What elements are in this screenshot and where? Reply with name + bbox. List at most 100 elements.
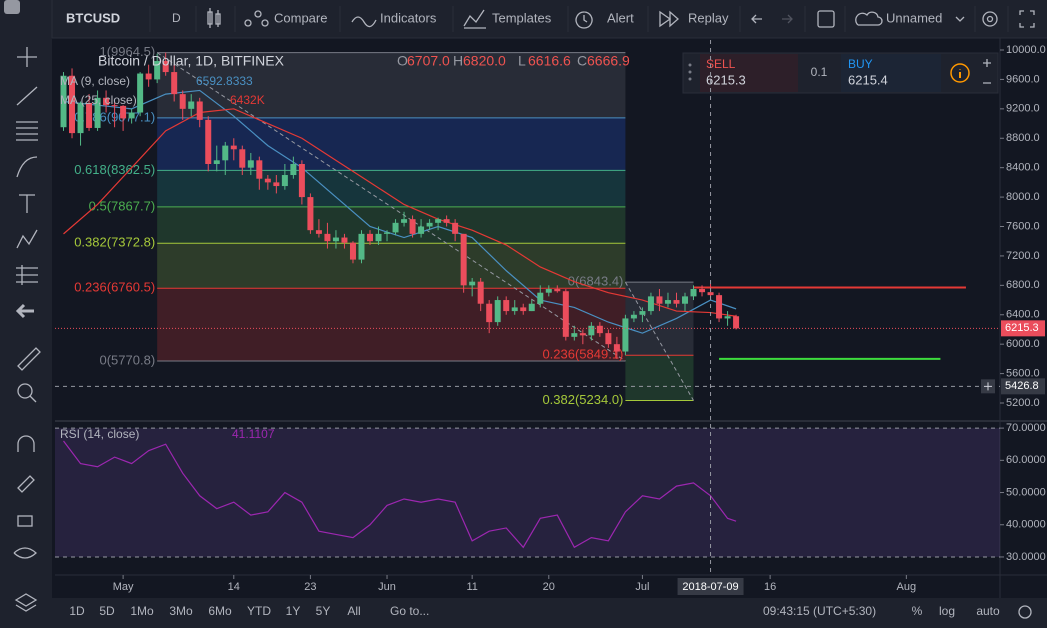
- maximize-icon[interactable]: [1019, 10, 1035, 28]
- candle-body: [690, 289, 697, 297]
- drag-handle[interactable]: [688, 63, 692, 81]
- y-tick-label: 8400.0: [1006, 162, 1040, 174]
- chart-style-icon[interactable]: [207, 8, 221, 28]
- trendline-tool[interactable]: [16, 86, 38, 106]
- rsi-band: [55, 428, 1000, 557]
- candle-body: [332, 237, 339, 242]
- magnet-tool[interactable]: [17, 435, 35, 452]
- candle-body: [77, 102, 84, 134]
- ohlc-value: 6707.0: [407, 53, 450, 69]
- scale-option[interactable]: auto: [976, 604, 1000, 618]
- toolbar-button[interactable]: Compare: [274, 10, 327, 25]
- study-name[interactable]: MA (25, close): [60, 93, 137, 107]
- toolbar-button[interactable]: Replay: [688, 10, 729, 25]
- undo-icon[interactable]: [751, 14, 762, 24]
- fib-tool[interactable]: [16, 121, 38, 141]
- pattern-tool[interactable]: [16, 229, 38, 249]
- quantity[interactable]: 0.1: [811, 65, 828, 79]
- buy-button[interactable]: [841, 54, 941, 92]
- candle-body: [469, 281, 476, 286]
- range-button[interactable]: YTD: [247, 604, 271, 618]
- sell-button[interactable]: [700, 54, 798, 92]
- zoom-tool[interactable]: [17, 383, 33, 399]
- candle-body: [375, 233, 382, 242]
- back-tool[interactable]: [15, 303, 34, 319]
- lock-tool[interactable]: [17, 515, 33, 527]
- sell-label: SELL: [706, 57, 736, 71]
- toolbar-button[interactable]: Indicators: [380, 10, 437, 25]
- info-icon[interactable]: [950, 63, 970, 83]
- bottom-toolbar: [0, 598, 1047, 628]
- candle-body: [222, 145, 229, 161]
- brush-tool[interactable]: [16, 156, 38, 178]
- alert-icon[interactable]: [575, 11, 593, 29]
- candle-body: [460, 233, 467, 286]
- bottom-settings[interactable]: [1018, 605, 1032, 619]
- quantity-stepper[interactable]: [983, 59, 991, 84]
- indicators-icon[interactable]: [351, 16, 377, 28]
- prediction-tool[interactable]: [16, 265, 38, 285]
- candle-body: [290, 163, 297, 176]
- candle-body: [137, 73, 144, 113]
- range-button[interactable]: All: [347, 604, 360, 618]
- layout-dropdown[interactable]: [955, 16, 965, 22]
- x-tick-label: Jun: [378, 581, 396, 593]
- y-tick-label: 8800.0: [1006, 132, 1040, 144]
- range-button[interactable]: 5Y: [316, 604, 331, 618]
- layers-tool[interactable]: [14, 593, 38, 612]
- fib-trend: [156, 52, 626, 362]
- lock-draw-tool[interactable]: [17, 475, 35, 493]
- scale-option[interactable]: log: [939, 604, 955, 618]
- rsi-value: 41.1107: [232, 427, 275, 441]
- range-button[interactable]: 1Mo: [130, 604, 154, 618]
- candle-body: [503, 300, 510, 312]
- buy-label: BUY: [848, 57, 873, 71]
- toolbar-button[interactable]: Templates: [492, 10, 552, 25]
- range-button[interactable]: 6Mo: [208, 604, 232, 618]
- crosshair-tool[interactable]: [17, 47, 37, 67]
- candle-body: [171, 72, 178, 95]
- fullscreen-layout-icon[interactable]: [817, 10, 835, 28]
- text-tool[interactable]: [19, 194, 35, 213]
- compare-icon[interactable]: [244, 10, 269, 27]
- x-tick-label: Aug: [897, 581, 917, 593]
- candle-body: [281, 175, 288, 187]
- visibility-tool[interactable]: [13, 547, 37, 559]
- cloud-icon[interactable]: [855, 11, 883, 26]
- toolbar-button[interactable]: Alert: [607, 10, 634, 25]
- fib-band: [157, 243, 626, 289]
- x-tick-label: May: [113, 581, 134, 593]
- settings-icon[interactable]: [982, 11, 998, 27]
- avatar[interactable]: [4, 0, 20, 14]
- study-name[interactable]: MA (9, close): [60, 74, 130, 88]
- layout-name[interactable]: Unnamed: [886, 10, 942, 25]
- rsi-name[interactable]: RSI (14, close): [60, 427, 139, 441]
- candle-body: [656, 296, 663, 304]
- candle-body: [230, 145, 237, 150]
- clock: 09:43:15 (UTC+5:30): [763, 604, 876, 618]
- candle-body: [264, 178, 271, 183]
- templates-icon[interactable]: [463, 9, 486, 29]
- scale-option[interactable]: %: [912, 604, 923, 618]
- measure-tool[interactable]: [17, 347, 41, 371]
- interval[interactable]: D: [172, 11, 181, 25]
- candle-body: [409, 219, 416, 234]
- range-button[interactable]: 1D: [69, 604, 85, 618]
- goto-button[interactable]: Go to...: [390, 604, 429, 618]
- candle-body: [733, 316, 740, 329]
- fib-band: [625, 355, 694, 401]
- candle-body: [452, 222, 459, 234]
- fib-band: [157, 206, 626, 244]
- y-tick-label: 6800.0: [1006, 279, 1040, 291]
- replay-icon[interactable]: [659, 10, 679, 28]
- last-price-label: 6215.3: [1005, 322, 1039, 334]
- candle-body: [596, 325, 603, 334]
- candle-body: [154, 61, 161, 80]
- range-button[interactable]: 5D: [99, 604, 115, 618]
- symbol[interactable]: BTCUSD: [66, 10, 120, 25]
- range-button[interactable]: 1Y: [286, 604, 301, 618]
- candle-body: [724, 316, 731, 319]
- range-button[interactable]: 3Mo: [169, 604, 193, 618]
- candle-body: [537, 292, 544, 304]
